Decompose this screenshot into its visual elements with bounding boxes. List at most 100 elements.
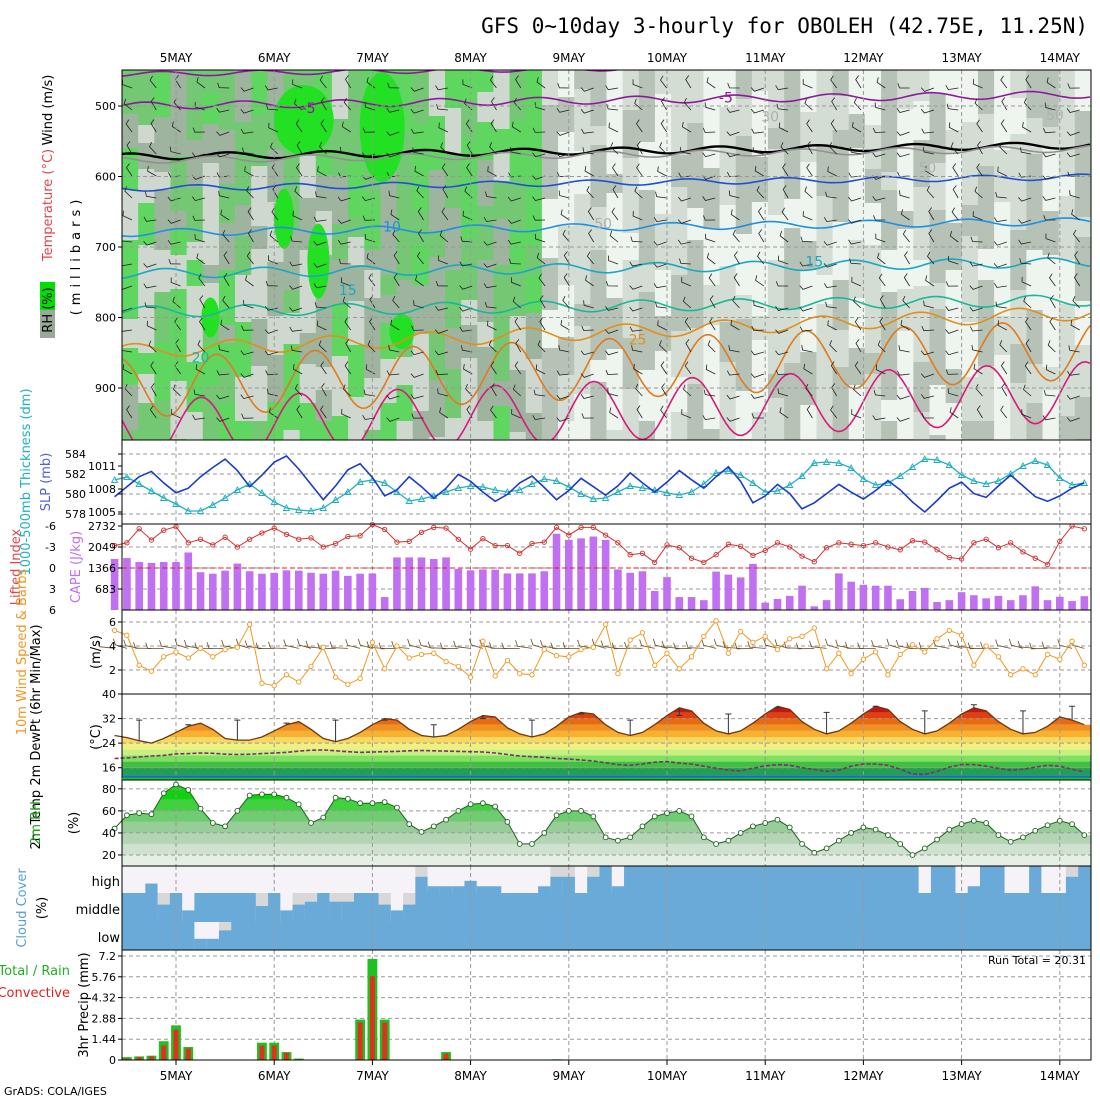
- wind-barb: [440, 642, 459, 650]
- date-label: 11MAY: [745, 51, 786, 65]
- cloud-cell: [231, 922, 244, 950]
- lifted-index-marker: [1057, 538, 1063, 545]
- pressure-tick-labels: 500 600 700 800 900: [95, 100, 122, 395]
- thickness-marker: [638, 484, 647, 491]
- cloud-cell: [501, 893, 514, 922]
- wind-barb: [530, 638, 545, 649]
- cloud-cell: [967, 922, 981, 950]
- wind-barb: [305, 640, 324, 649]
- cloud-cell: [967, 893, 981, 922]
- temperature-max-mark: [823, 711, 830, 734]
- li-tick-label: 0: [49, 562, 56, 575]
- slp-series-line: [114, 455, 1085, 514]
- lifted-index-marker: [1081, 526, 1088, 532]
- rh-marker: [197, 805, 204, 812]
- lifted-index-marker: [799, 553, 805, 559]
- cape-bar: [258, 573, 266, 610]
- rh-marker: [700, 834, 707, 841]
- lifted-index-line: [114, 524, 1085, 566]
- cape-bar: [601, 539, 610, 610]
- cloud-cell: [746, 866, 760, 893]
- rh-marker: [848, 830, 854, 836]
- rh-marker: [295, 801, 302, 808]
- lifted-index-marker: [234, 544, 241, 550]
- precip-convective-bar: [185, 1048, 191, 1060]
- thickness-marker: [172, 500, 180, 507]
- thickness-marker: [331, 496, 340, 503]
- cape-bar: [577, 538, 585, 610]
- date-label: 8MAY: [454, 1069, 487, 1083]
- thickness-marker: [1043, 461, 1052, 468]
- thickness-marker: [479, 483, 487, 490]
- thickness-marker: [835, 459, 843, 466]
- lifted-index-marker: [922, 539, 928, 545]
- precip-convective-bar: [382, 1022, 388, 1060]
- upper-air-contour-labels: -5 -5 10 15 15 20 25 30 50 50 50: [192, 90, 1064, 366]
- cloud-cell: [648, 893, 662, 922]
- thickness-marker: [810, 459, 819, 466]
- cloud-cell: [329, 922, 343, 950]
- rh-marker: [283, 794, 290, 801]
- date-label: 10MAY: [647, 51, 688, 65]
- tick-label: 80: [102, 783, 116, 796]
- date-label: 14MAY: [1040, 51, 1081, 65]
- cloud-cell: [145, 893, 158, 922]
- thickness-marker: [356, 478, 364, 485]
- wind-marker: [529, 672, 535, 678]
- tick-label: 700: [95, 241, 116, 254]
- cloud-cell: [918, 922, 932, 950]
- wind-marker: [197, 645, 204, 652]
- cloud-cell: [673, 866, 686, 893]
- cloud-cell: [574, 893, 588, 922]
- cloud-cell: [538, 893, 551, 922]
- cape-bar: [319, 573, 328, 610]
- wind-barb: [795, 642, 815, 650]
- wind-marker: [1020, 666, 1026, 672]
- cape-bar: [835, 573, 843, 610]
- rh-marker: [995, 832, 1002, 838]
- rh-marker: [750, 823, 756, 830]
- thickness-marker: [724, 467, 733, 474]
- cloud-cell: [255, 866, 269, 893]
- cape-bar: [294, 570, 303, 610]
- rh-marker: [394, 804, 400, 811]
- cape-bar: [540, 571, 549, 610]
- wind-barb: [366, 641, 385, 649]
- temperature-band: [122, 749, 1091, 756]
- wind-marker: [369, 639, 376, 646]
- cloud-cell: [194, 938, 208, 950]
- temperature-max-mark: [283, 722, 290, 725]
- cloud-cell: [869, 922, 883, 950]
- cloud-cell: [353, 866, 367, 893]
- rh-marker: [1020, 834, 1026, 841]
- rh-high-patch: [389, 314, 415, 350]
- cape-bar: [515, 573, 524, 610]
- wind-marker: [1044, 651, 1051, 658]
- cloud-cell: [771, 866, 785, 893]
- cape-label: CAPE (J/kg): [69, 531, 84, 603]
- cape-bar: [749, 563, 757, 610]
- wind-barb: [701, 639, 717, 649]
- thickness-marker: [294, 506, 303, 513]
- lifted-index-marker: [1020, 549, 1026, 555]
- rh-marker: [541, 830, 548, 836]
- cape-bar: [147, 562, 156, 610]
- rh-marker: [872, 826, 879, 833]
- cape-bar: [736, 577, 745, 610]
- lifted-index-marker: [148, 537, 155, 543]
- rh-marker: [737, 830, 744, 836]
- temperature-max-mark: [332, 719, 339, 742]
- precip-axis-label: 3hr Precip (mm): [77, 952, 92, 1057]
- cloud-cell: [206, 866, 220, 893]
- lifted-index-marker: [738, 543, 744, 549]
- cloud-cell: [673, 893, 686, 922]
- tick-label: 2732: [88, 520, 116, 533]
- cloud-cell: [133, 893, 146, 922]
- cloud-cell: [280, 910, 294, 922]
- cape-bar: [810, 606, 819, 610]
- cloud-cell: [378, 866, 392, 893]
- cape-bar: [933, 602, 941, 610]
- cloud-cell: [1004, 922, 1018, 950]
- cloud-cell: [304, 922, 318, 950]
- cloud-cell: [1029, 922, 1042, 950]
